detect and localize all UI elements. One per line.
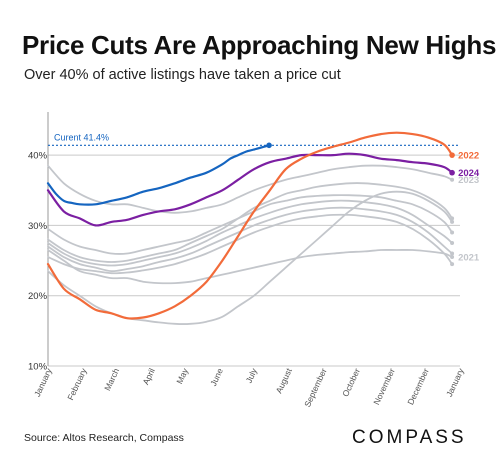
chart-title: Price Cuts Are Approaching New Highs xyxy=(22,30,497,60)
x-tick-label: February xyxy=(65,366,89,402)
series-line-10 xyxy=(47,213,453,275)
compass-logo: COMPASS xyxy=(352,427,467,448)
series-endpoint-2024 xyxy=(449,169,455,176)
series-label-2022: 2022 xyxy=(458,151,479,162)
y-tick-label: 20% xyxy=(28,291,48,302)
y-tick-label: 10% xyxy=(28,362,48,373)
series-line-6 xyxy=(47,182,453,263)
series-endpoint-10 xyxy=(450,262,455,267)
series-endpoint-5 xyxy=(450,219,455,224)
series-line-8 xyxy=(47,199,453,267)
x-tick-label: October xyxy=(340,366,362,398)
current-reference-label: Curent 41.4% xyxy=(54,132,109,142)
series-line-5 xyxy=(47,190,453,325)
x-tick-label: September xyxy=(302,366,329,408)
x-tick-label: November xyxy=(371,366,397,406)
y-tick-label: 30% xyxy=(28,221,48,232)
x-tick-label: January xyxy=(444,366,466,398)
series-line-9 xyxy=(47,206,453,273)
chart-subtitle: Over 40% of active listings have taken a… xyxy=(24,67,341,83)
x-tick-label: June xyxy=(208,366,225,387)
x-tick-label: July xyxy=(244,366,260,385)
series-endpoint-4 xyxy=(266,142,272,149)
series-line-4 xyxy=(46,144,271,206)
source-note: Source: Altos Research, Compass xyxy=(24,432,184,444)
series-label-2023: 2023 xyxy=(458,175,479,186)
series-endpoint-7 xyxy=(450,230,455,235)
series-endpoint-9 xyxy=(450,251,455,256)
x-tick-label: April xyxy=(141,367,157,387)
series-label-2024: 2024 xyxy=(458,168,480,179)
series-endpoint-8 xyxy=(450,241,455,245)
series-endpoint-6 xyxy=(450,216,455,221)
series-line-2023 xyxy=(47,164,453,214)
series-line-2024 xyxy=(46,152,454,227)
series-endpoint-2021 xyxy=(450,255,455,260)
x-tick-label: December xyxy=(405,366,431,406)
series-endpoint-2022 xyxy=(449,152,455,158)
y-tick-label: 40% xyxy=(28,151,48,162)
series-label-2021: 2021 xyxy=(458,253,480,264)
x-tick-label: May xyxy=(174,366,190,385)
x-tick-label: March xyxy=(102,366,121,392)
series-lines xyxy=(46,131,455,325)
x-tick-label: August xyxy=(274,366,295,395)
series-endpoint-2023 xyxy=(450,177,455,182)
series-line-2021 xyxy=(47,249,453,285)
series-line-2022 xyxy=(46,131,454,320)
